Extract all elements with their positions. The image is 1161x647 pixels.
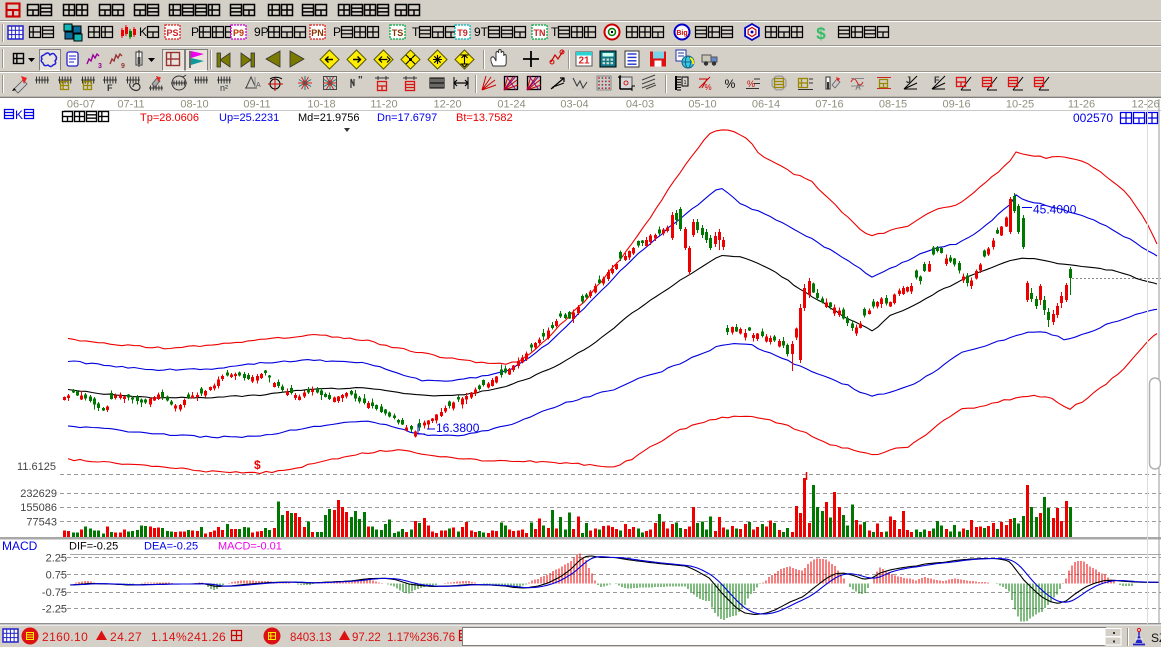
svg-text:PS: PS bbox=[166, 28, 178, 38]
svg-text:TN: TN bbox=[534, 28, 546, 38]
svg-text:07-16: 07-16 bbox=[815, 99, 843, 111]
svg-text:97.22: 97.22 bbox=[352, 632, 381, 644]
svg-text:MACD: MACD bbox=[2, 539, 38, 553]
svg-text:": " bbox=[358, 75, 363, 86]
svg-text:Tp=28.0606: Tp=28.0606 bbox=[140, 112, 199, 124]
svg-text:07-11: 07-11 bbox=[117, 99, 144, 111]
svg-text:236.76: 236.76 bbox=[420, 632, 455, 644]
svg-text:232629: 232629 bbox=[20, 488, 57, 500]
svg-text:0.75: 0.75 bbox=[46, 570, 67, 582]
svg-text:9P: 9P bbox=[254, 25, 269, 39]
svg-text:1: 1 bbox=[684, 80, 687, 86]
svg-text:SZ: SZ bbox=[1151, 631, 1161, 645]
svg-text:2160.10: 2160.10 bbox=[42, 630, 88, 644]
svg-text:241.26: 241.26 bbox=[187, 630, 226, 644]
svg-text:10-18: 10-18 bbox=[307, 99, 335, 111]
svg-text:MACD=-0.01: MACD=-0.01 bbox=[218, 541, 282, 553]
svg-text:16.3800: 16.3800 bbox=[436, 421, 480, 435]
svg-text:$: $ bbox=[254, 458, 261, 472]
svg-text:TS: TS bbox=[392, 28, 404, 38]
svg-text:P9: P9 bbox=[233, 28, 244, 38]
svg-text:77543: 77543 bbox=[26, 517, 57, 529]
svg-text:10-25: 10-25 bbox=[1006, 99, 1034, 111]
svg-text:%: % bbox=[747, 79, 755, 89]
svg-text:Big: Big bbox=[676, 30, 687, 37]
svg-text:12-26: 12-26 bbox=[1132, 99, 1160, 111]
svg-text:A: A bbox=[855, 83, 861, 92]
svg-text:002570: 002570 bbox=[1073, 111, 1113, 125]
svg-text:05-10: 05-10 bbox=[688, 99, 716, 111]
svg-text:Bt=13.7582: Bt=13.7582 bbox=[456, 112, 513, 124]
svg-text:11.6125: 11.6125 bbox=[17, 461, 56, 473]
svg-text:Up=25.2231: Up=25.2231 bbox=[219, 112, 279, 124]
svg-text:09-16: 09-16 bbox=[943, 99, 971, 111]
svg-text:9T: 9T bbox=[474, 25, 489, 39]
svg-text:J: J bbox=[906, 75, 911, 85]
svg-text:24.27: 24.27 bbox=[110, 630, 142, 644]
svg-text:PN: PN bbox=[311, 28, 324, 38]
svg-text:04-03: 04-03 bbox=[626, 99, 654, 111]
svg-text:21: 21 bbox=[578, 56, 590, 67]
svg-text:09-11: 09-11 bbox=[243, 99, 270, 111]
svg-text:P: P bbox=[333, 25, 341, 39]
svg-text:$: $ bbox=[816, 24, 826, 43]
svg-text:06-07: 06-07 bbox=[67, 99, 95, 111]
svg-text:3: 3 bbox=[98, 63, 102, 70]
svg-text:-0.75: -0.75 bbox=[42, 587, 67, 599]
svg-text:K: K bbox=[15, 108, 23, 122]
svg-text:T9: T9 bbox=[457, 28, 468, 38]
svg-text:T: T bbox=[551, 25, 559, 39]
svg-text:155086: 155086 bbox=[20, 502, 57, 514]
svg-text:1.17%: 1.17% bbox=[387, 632, 420, 644]
svg-text:DEA=-0.25: DEA=-0.25 bbox=[144, 541, 198, 553]
svg-text:11-20: 11-20 bbox=[370, 99, 397, 111]
svg-text:P: P bbox=[191, 25, 199, 39]
svg-text:8403.13: 8403.13 bbox=[290, 632, 332, 644]
svg-text:K: K bbox=[139, 25, 147, 39]
svg-text:01-24: 01-24 bbox=[497, 99, 525, 111]
svg-text:9: 9 bbox=[121, 63, 125, 70]
svg-text:06-14: 06-14 bbox=[752, 99, 780, 111]
svg-text:12-20: 12-20 bbox=[434, 99, 462, 111]
svg-text:F: F bbox=[107, 83, 113, 93]
svg-text:11-26: 11-26 bbox=[1068, 99, 1095, 111]
svg-text:08-15: 08-15 bbox=[879, 99, 907, 111]
svg-text:A: A bbox=[256, 82, 261, 89]
svg-text:1.14%: 1.14% bbox=[151, 630, 187, 644]
svg-text:2.25: 2.25 bbox=[46, 553, 67, 565]
svg-text:%: % bbox=[704, 83, 711, 92]
svg-text:45.4000: 45.4000 bbox=[1033, 203, 1077, 217]
svg-text:08-10: 08-10 bbox=[180, 99, 208, 111]
svg-text:03-04: 03-04 bbox=[560, 99, 588, 111]
svg-text:-2.25: -2.25 bbox=[42, 604, 67, 616]
svg-text:Dn=17.6797: Dn=17.6797 bbox=[377, 112, 437, 124]
svg-text:n²: n² bbox=[220, 83, 228, 93]
svg-text:Md=21.9756: Md=21.9756 bbox=[298, 112, 359, 124]
svg-text:DIF=-0.25: DIF=-0.25 bbox=[69, 541, 118, 553]
svg-text:T: T bbox=[412, 25, 420, 39]
svg-text:F: F bbox=[934, 75, 940, 85]
svg-text:%: % bbox=[725, 77, 736, 91]
